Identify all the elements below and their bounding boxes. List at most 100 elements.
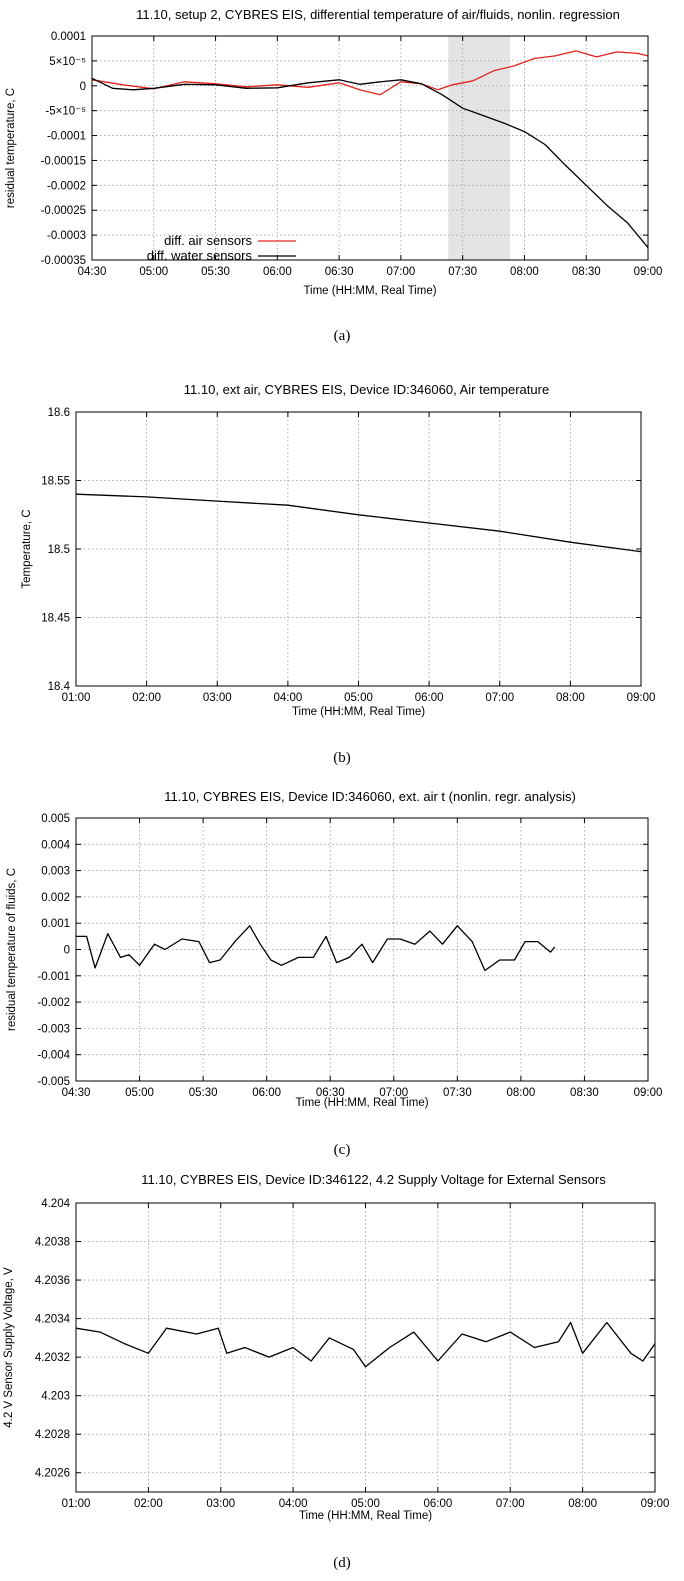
x-tick-label: 08:00 <box>556 692 585 704</box>
x-tick-label: 02:00 <box>132 692 161 704</box>
series-line-2 <box>91 77 649 249</box>
y-tick-label: 4.2036 <box>35 1275 70 1287</box>
x-tick-label: 08:00 <box>510 266 539 278</box>
y-tick-label: 18.45 <box>41 613 70 625</box>
y-axis-label: 4.2 V Sensor Supply Voltage, V <box>3 1267 15 1428</box>
x-tick-label: 06:00 <box>263 266 292 278</box>
x-tick-label: 05:00 <box>351 1498 380 1510</box>
y-tick-label: -0.004 <box>37 1050 70 1062</box>
x-tick-label: 08:30 <box>572 266 601 278</box>
y-tick-label: 0.001 <box>41 918 70 930</box>
chart-title: 11.10, setup 2, CYBRES EIS, differential… <box>136 7 620 22</box>
x-tick-label: 04:00 <box>273 692 302 704</box>
y-tick-label: 4.204 <box>41 1198 70 1210</box>
highlight-region <box>448 36 511 260</box>
x-tick-label: 06:30 <box>325 266 354 278</box>
y-tick-label: 4.2032 <box>35 1352 70 1364</box>
x-tick-label: 06:00 <box>252 1087 281 1099</box>
chart-title: 11.10, ext air, CYBRES EIS, Device ID:34… <box>184 382 549 397</box>
x-axis-label: Time (HH:MM, Real Time) <box>295 1097 428 1109</box>
y-tick-label: -5×10⁻⁵ <box>45 106 86 118</box>
y-tick-label: 18.4 <box>48 681 71 693</box>
plot-frame <box>91 35 649 261</box>
y-axis-label: residual temperature, C <box>5 88 17 208</box>
x-tick-label: 05:00 <box>125 1087 154 1099</box>
x-tick-label: 06:00 <box>415 692 444 704</box>
x-tick-label: 02:00 <box>134 1498 163 1510</box>
x-tick-label: 08:00 <box>568 1498 597 1510</box>
y-tick-label: 18.55 <box>41 476 70 488</box>
x-tick-label: 06:00 <box>423 1498 452 1510</box>
x-tick-label: 09:00 <box>627 692 656 704</box>
y-tick-label: -0.003 <box>37 1023 70 1035</box>
x-tick-label: 01:00 <box>62 692 91 704</box>
figure-caption: (a) <box>334 328 351 344</box>
x-tick-label: 03:00 <box>206 1498 235 1510</box>
y-tick-label: 18.6 <box>48 407 70 419</box>
y-tick-label: 0 <box>64 945 70 957</box>
series-line-1 <box>75 493 642 553</box>
y-axis-label: residual temperature of fluids, C <box>6 868 18 1031</box>
plot-frame <box>75 1202 656 1493</box>
x-tick-label: 08:00 <box>506 1087 535 1099</box>
y-tick-label: -0.0001 <box>47 131 86 143</box>
y-tick-label: -0.005 <box>37 1076 70 1088</box>
series-line-1 <box>75 1321 656 1368</box>
chart-3: 04:30 05:00 05:30 06:00 06:30 07:00 07:30 08:00… <box>6 789 662 1158</box>
x-tick-label: 08:30 <box>570 1087 599 1099</box>
x-tick-label: 09:00 <box>634 1087 663 1099</box>
y-tick-label: 4.2028 <box>35 1429 70 1441</box>
y-tick-label: -0.002 <box>37 997 70 1009</box>
x-axis-label: Time (HH:MM, Real Time) <box>292 706 425 718</box>
x-axis-label: Time (HH:MM, Real Time) <box>303 285 436 297</box>
y-tick-label: -0.0002 <box>47 180 86 192</box>
plot-frame <box>75 411 642 687</box>
x-tick-label: 07:00 <box>379 1087 408 1099</box>
x-tick-label: 04:30 <box>78 266 107 278</box>
x-tick-label: 05:30 <box>201 266 230 278</box>
x-tick-label: 06:30 <box>316 1087 345 1099</box>
y-tick-label: 0.005 <box>41 813 70 825</box>
y-tick-label: -0.00035 <box>41 255 86 267</box>
chart-title: 11.10, CYBRES EIS, Device ID:346122, 4.2… <box>141 1172 606 1187</box>
y-tick-label: 5×10⁻⁵ <box>49 56 86 68</box>
x-tick-label: 09:00 <box>641 1498 670 1510</box>
x-tick-label: 07:30 <box>448 266 477 278</box>
x-tick-label: 07:30 <box>443 1087 472 1099</box>
x-tick-label: 05:00 <box>139 266 168 278</box>
x-tick-label: 05:00 <box>344 692 373 704</box>
y-tick-label: -0.00025 <box>41 205 86 217</box>
figure-caption: (c) <box>334 1142 351 1158</box>
y-tick-label: 0.004 <box>41 839 70 851</box>
y-tick-label: -0.0003 <box>47 230 86 242</box>
y-tick-label: 4.2038 <box>35 1237 70 1249</box>
y-tick-label: 4.203 <box>41 1391 70 1403</box>
y-tick-label: -0.00015 <box>41 155 86 167</box>
legend-label: diff. air sensors <box>164 233 252 248</box>
chart-4: 01:00 02:00 03:00 04:00 05:00 06:00 07:00 08:00… <box>3 1172 669 1571</box>
y-tick-label: 18.5 <box>48 544 70 556</box>
x-tick-label: 01:00 <box>62 1498 91 1510</box>
figure-caption: (b) <box>333 750 351 766</box>
figure-caption: (d) <box>333 1555 351 1571</box>
series-line-1 <box>91 50 649 96</box>
x-tick-label: 04:30 <box>62 1087 91 1099</box>
y-axis-label: Temperature, C <box>21 509 33 588</box>
y-tick-label: 4.2026 <box>35 1468 70 1480</box>
x-tick-label: 07:00 <box>485 692 514 704</box>
x-tick-label: 05:30 <box>189 1087 218 1099</box>
y-tick-label: 0.0001 <box>51 31 86 43</box>
y-tick-label: 0.002 <box>41 892 70 904</box>
chart-title: 11.10, CYBRES EIS, Device ID:346060, ext… <box>164 789 576 804</box>
chart-2: 01:00 02:00 03:00 04:00 05:00 06:00 07:00 08:00… <box>21 382 655 766</box>
legend-label: diff. water sensors <box>147 248 253 263</box>
y-tick-label: 0 <box>80 81 86 93</box>
series-line-1 <box>76 925 556 972</box>
x-tick-label: 07:00 <box>496 1498 525 1510</box>
x-tick-label: 03:00 <box>203 692 232 704</box>
y-tick-label: 0.003 <box>41 866 70 878</box>
x-tick-label: 07:00 <box>386 266 415 278</box>
x-axis-label: Time (HH:MM, Real Time) <box>299 1510 432 1522</box>
chart-1: 04:30 05:00 05:30 06:00 06:30 07:00 07:30 08:00… <box>5 7 662 344</box>
